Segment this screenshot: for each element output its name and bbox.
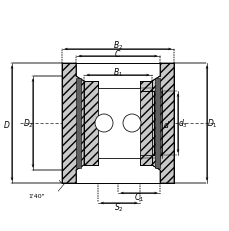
- Bar: [98, 89, 139, 158]
- Polygon shape: [151, 64, 173, 183]
- Polygon shape: [139, 82, 151, 165]
- Circle shape: [123, 115, 140, 132]
- Bar: [154, 79, 159, 168]
- Text: $S_2$: $S_2$: [114, 200, 123, 213]
- Polygon shape: [62, 64, 84, 183]
- Text: $B_1$: $B_1$: [112, 67, 123, 79]
- Text: 1'40": 1'40": [28, 194, 44, 199]
- Polygon shape: [139, 92, 153, 155]
- Text: $D_2$: $D_2$: [22, 117, 33, 130]
- Text: $d_3$: $d_3$: [177, 117, 187, 130]
- Polygon shape: [84, 82, 98, 165]
- Text: $d$: $d$: [162, 118, 169, 129]
- Circle shape: [95, 115, 112, 132]
- Text: $D$: $D$: [3, 118, 11, 129]
- Text: $B_2$: $B_2$: [112, 40, 123, 52]
- Text: $C$: $C$: [114, 48, 121, 59]
- Text: $C_1$: $C_1$: [133, 190, 144, 203]
- Bar: [76, 79, 81, 168]
- Text: $D_1$: $D_1$: [206, 117, 216, 130]
